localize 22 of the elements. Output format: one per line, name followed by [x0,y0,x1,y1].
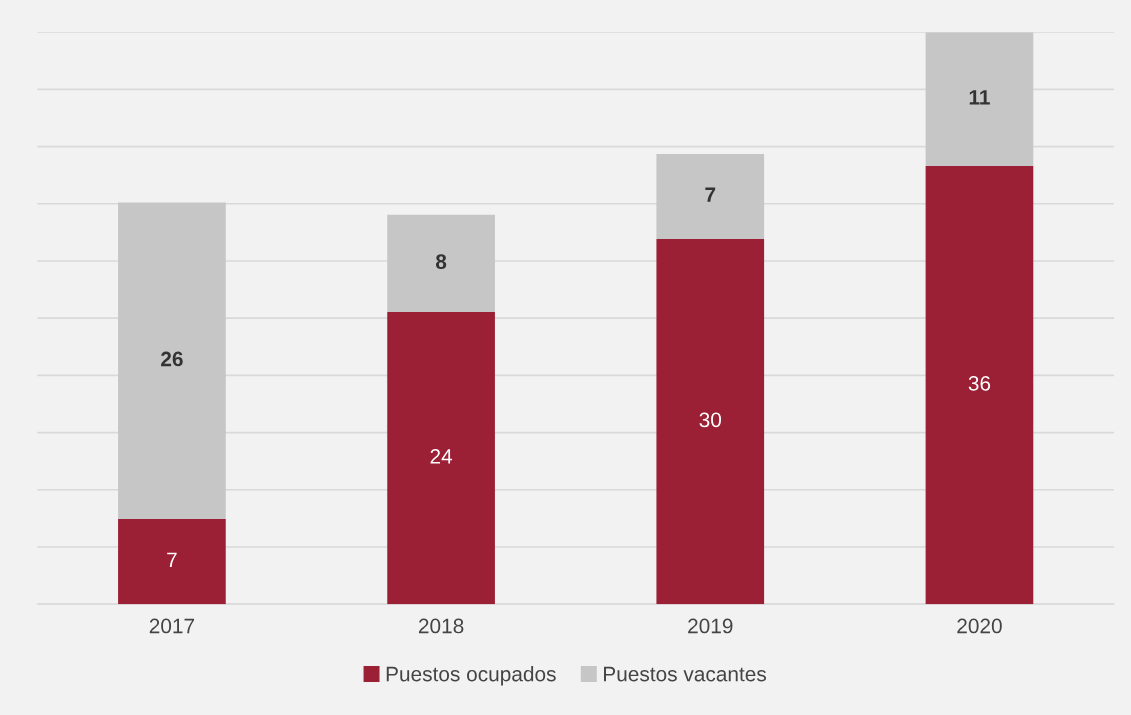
bar [387,214,495,313]
bar [118,518,226,605]
x-tick-label: 2020 [957,618,1002,634]
x-tick-label: 2018 [418,618,464,634]
bar [925,32,1034,167]
data-label: 30 [699,412,722,428]
data-label: 8 [435,254,447,269]
bar [118,202,226,519]
bar [925,166,1034,605]
bar [387,312,495,605]
x-tick-label: 2019 [688,618,733,634]
data-label: 7 [705,187,716,202]
data-label: 26 [161,351,183,367]
x-tick-label: 2017 [149,618,195,634]
data-label: 36 [968,375,991,391]
data-label: 11 [969,90,990,105]
data-label: 7 [167,552,177,567]
bar [656,153,765,240]
legend-label: Puestos vacantes [604,666,767,682]
legend-label: Puestos ocupados [386,666,556,686]
data-label: 24 [430,448,453,464]
bar [656,239,765,605]
